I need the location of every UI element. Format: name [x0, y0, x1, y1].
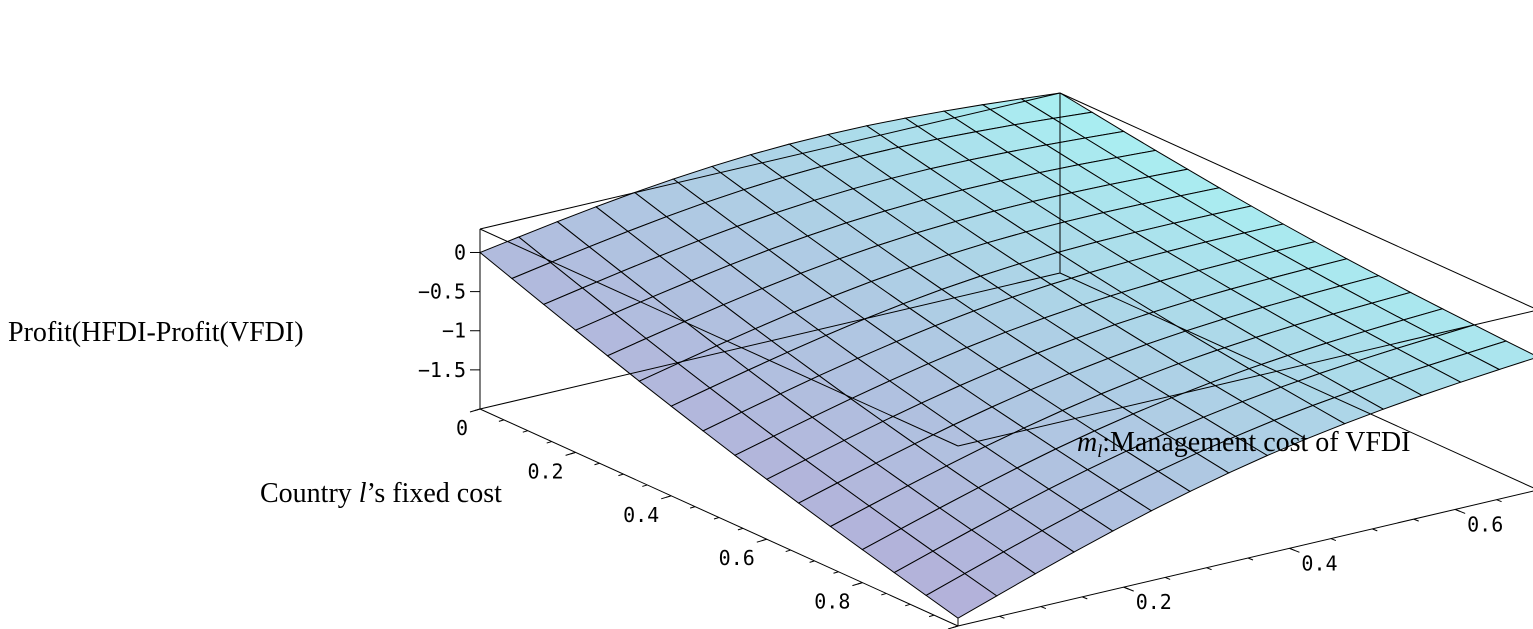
box-edge-8 — [479, 92, 1061, 230]
y-minor-tick-12 — [1454, 508, 1461, 512]
y-axis-label: ml:Management cost of VFDI — [1077, 427, 1410, 461]
x-minor-tick-20 — [952, 625, 959, 628]
x-minor-tick-10 — [713, 517, 720, 520]
x-tick-label-3: 0.6 — [719, 546, 755, 570]
x-minor-tick-17 — [881, 592, 887, 596]
x-minor-tick-14 — [809, 560, 815, 563]
y-minor-tick-7 — [1247, 557, 1254, 561]
box-edge-1 — [1059, 272, 1533, 489]
x-minor-tick-7 — [642, 484, 648, 487]
x-tick-label-1: 0.2 — [527, 459, 563, 483]
x-minor-tick-8 — [666, 495, 672, 498]
box-edge-0 — [479, 272, 1061, 410]
x-minor-tick-18 — [905, 603, 911, 607]
y-minor-tick-1 — [999, 615, 1005, 619]
x-minor-tick-15 — [833, 571, 839, 574]
y-minor-tick-2 — [1040, 606, 1047, 610]
z-tick-label-2: −1 — [442, 319, 466, 343]
x-minor-tick-0 — [474, 408, 481, 411]
x-minor-tick-13 — [785, 549, 791, 553]
x-axis-label: Country l’s fixed cost — [260, 478, 502, 509]
x-minor-tick-6 — [618, 473, 624, 477]
y-tick-label-1: 0.4 — [1301, 551, 1337, 575]
x-minor-tick-2 — [522, 430, 528, 433]
x-minor-tick-16 — [857, 582, 863, 585]
y-minor-tick-4 — [1123, 586, 1129, 590]
x-minor-tick-5 — [594, 462, 600, 466]
y-minor-tick-5 — [1164, 576, 1171, 580]
x-minor-tick-4 — [570, 451, 576, 455]
surface-cell-14-0 — [925, 573, 998, 619]
z-tick-label-0: 0 — [454, 240, 466, 264]
box-edge-7 — [1059, 92, 1533, 309]
x-minor-tick-3 — [546, 441, 552, 444]
x-minor-tick-1 — [498, 419, 505, 422]
x-minor-tick-12 — [761, 538, 767, 542]
y-tick-label-2: 0.6 — [1467, 512, 1503, 536]
x-minor-tick-11 — [737, 527, 744, 531]
x-tick-label-4: 0.8 — [814, 590, 850, 614]
y-tick-label-0: 0.2 — [1136, 590, 1172, 614]
y-minor-tick-10 — [1372, 528, 1378, 532]
y-minor-tick-8 — [1289, 547, 1295, 551]
z-tick-label-3: −1.5 — [418, 358, 466, 382]
box-edge-6 — [957, 310, 1533, 447]
y-minor-tick-11 — [1413, 518, 1419, 522]
x-minor-tick-19 — [928, 614, 935, 618]
y-minor-tick-9 — [1330, 538, 1337, 542]
y-minor-tick-13 — [1496, 499, 1502, 503]
x-tick-label-2: 0.4 — [623, 503, 659, 527]
box-edge-5 — [479, 228, 959, 447]
y-minor-tick-3 — [1082, 596, 1088, 600]
x-minor-tick-9 — [689, 506, 696, 509]
x-tick-label-0: 0 — [456, 416, 468, 440]
z-axis-label: Profit(HFDI-Profit(VFDI) — [8, 317, 304, 348]
z-tick-label-1: −0.5 — [418, 280, 466, 304]
y-minor-tick-6 — [1206, 567, 1212, 571]
